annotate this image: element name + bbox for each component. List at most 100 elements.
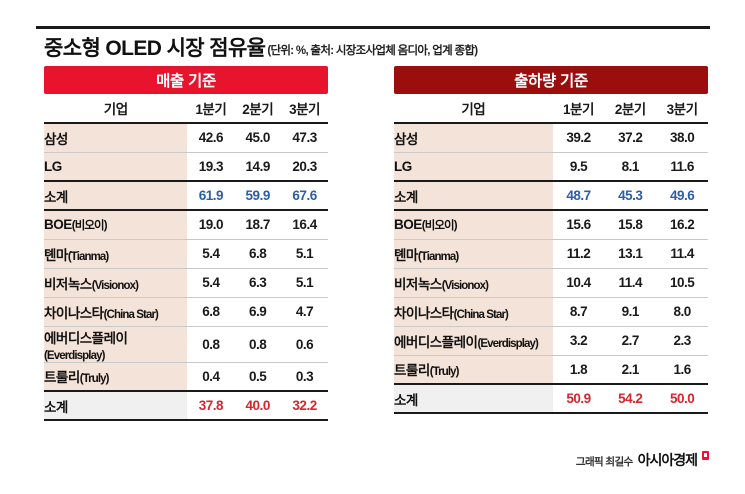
table-row: 에버디스플레이(Everdisplay) 3.2 2.7 2.3 — [394, 325, 708, 355]
cell-value-q1: 39.2 — [552, 122, 605, 152]
cell-value-q3: 5.1 — [281, 238, 328, 268]
column-header-q1: 1분기 — [187, 94, 235, 123]
table-row: 비저녹스(Visionox) 10.4 11.4 10.5 — [394, 267, 708, 297]
cell-company-name: LG — [394, 151, 553, 181]
cell-company-name: 톈마(Tianma) — [394, 238, 553, 268]
cell-value-q2: 13.1 — [604, 238, 657, 268]
column-header-q3: 3분기 — [656, 94, 708, 123]
table-row: 트룰리(Truly) 0.4 0.5 0.3 — [44, 361, 328, 391]
company-name-latin: (Visionox) — [441, 279, 489, 292]
tables-container: 매출 기준 기업 1분기 2분기 3분기 삼성 42.6 45.0 47.3 LG 19.… — [0, 66, 745, 421]
cell-value-q1: 8.7 — [552, 296, 605, 326]
table-body-shipment: 삼성 39.2 37.2 38.0 LG 9.5 8.1 11.6 소계 48.7 45.3 49.6… — [394, 122, 708, 414]
cell-value-q2: 54.2 — [604, 383, 657, 414]
cell-value-q2: 6.9 — [234, 296, 282, 326]
cell-value-q1: 5.4 — [187, 238, 235, 268]
cell-value-q2: 37.2 — [604, 122, 657, 152]
cell-value-q2: 11.4 — [604, 267, 657, 297]
cell-value-q2: 45.3 — [604, 180, 657, 211]
column-header-company: 기업 — [44, 94, 188, 123]
cell-value-q2: 2.1 — [604, 354, 657, 384]
company-name-latin: (Truly) — [429, 366, 460, 379]
cell-value-q3: 50.0 — [656, 383, 708, 414]
table-row: 톈마(Tianma) 5.4 6.8 5.1 — [44, 238, 328, 268]
cell-value-q2: 59.9 — [234, 180, 282, 211]
table-row: 차이나스타(China Star) 6.8 6.9 4.7 — [44, 296, 328, 326]
cell-value-q1: 5.4 — [187, 267, 235, 297]
company-name-latin: (Tianma) — [417, 250, 459, 263]
data-table-revenue: 기업 1분기 2분기 3분기 삼성 42.6 45.0 47.3 LG 19.3 14.9 2… — [44, 94, 328, 421]
cell-value-q3: 11.6 — [656, 151, 708, 181]
cell-company-name: 삼성 — [44, 122, 188, 152]
cell-value-q2: 0.8 — [234, 325, 282, 362]
column-header-company: 기업 — [394, 94, 553, 123]
cell-value-q1: 42.6 — [187, 122, 235, 152]
column-header-q3: 3분기 — [281, 94, 328, 123]
company-name-latin: (China Star) — [103, 308, 159, 321]
cell-value-q3: 38.0 — [656, 122, 708, 152]
cell-company-name: 트룰리(Truly) — [394, 354, 553, 384]
cell-value-q3: 0.3 — [281, 361, 328, 391]
cell-value-q1: 19.3 — [187, 151, 235, 181]
cell-value-q1: 0.4 — [187, 361, 235, 391]
cell-company-name: 삼성 — [394, 122, 553, 152]
table-row: 에버디스플레이(Everdisplay) 0.8 0.8 0.6 — [44, 325, 328, 362]
cell-value-q2: 45.0 — [234, 122, 282, 152]
cell-value-q1: 15.6 — [552, 209, 605, 239]
company-name-latin: (비오이) — [71, 219, 108, 232]
title-top-rule — [36, 26, 710, 29]
cell-company-name: BOE(비오이) — [44, 209, 188, 239]
table-row: 소계 48.7 45.3 49.6 — [394, 180, 708, 211]
table-panel-shipment: 출하량 기준 기업 1분기 2분기 3분기 삼성 39.2 37.2 38.0 LG 9.… — [372, 66, 744, 421]
cell-value-q3: 2.3 — [656, 325, 708, 355]
company-name-latin: (Visionox) — [91, 279, 139, 292]
cell-company-name: 에버디스플레이(Everdisplay) — [394, 325, 553, 355]
cell-value-q2: 9.1 — [604, 296, 657, 326]
cell-value-q2: 14.9 — [234, 151, 282, 181]
cell-value-q1: 0.8 — [187, 325, 235, 362]
cell-value-q3: 16.2 — [656, 209, 708, 239]
table-row: LG 9.5 8.1 11.6 — [394, 151, 708, 181]
cell-value-q1: 3.2 — [552, 325, 605, 355]
table-row: 소계 37.8 40.0 32.2 — [44, 390, 328, 421]
cell-value-q2: 6.3 — [234, 267, 282, 297]
cell-value-q1: 6.8 — [187, 296, 235, 326]
table-row: 톈마(Tianma) 11.2 13.1 11.4 — [394, 238, 708, 268]
table-row: BOE(비오이) 19.0 18.7 16.4 — [44, 209, 328, 239]
cell-value-q3: 11.4 — [656, 238, 708, 268]
company-name-latin: (Tianma) — [67, 250, 109, 263]
company-name-latin: (China Star) — [453, 308, 509, 321]
credit-author: 그래픽 최길수 — [575, 456, 633, 468]
table-row: 트룰리(Truly) 1.8 2.1 1.6 — [394, 354, 708, 384]
cell-value-q1: 48.7 — [552, 180, 605, 211]
cell-company-name: 소계 — [394, 383, 553, 414]
column-header-q2: 2분기 — [604, 94, 657, 123]
cell-value-q3: 67.6 — [281, 180, 328, 211]
company-name-latin: (Everdisplay) — [477, 337, 538, 350]
cell-value-q1: 61.9 — [187, 180, 235, 211]
table-row: LG 19.3 14.9 20.3 — [44, 151, 328, 181]
cell-value-q3: 49.6 — [656, 180, 708, 211]
table-row: 소계 61.9 59.9 67.6 — [44, 180, 328, 211]
table-row: 삼성 42.6 45.0 47.3 — [44, 122, 328, 152]
cell-value-q1: 19.0 — [187, 209, 235, 239]
cell-value-q3: 20.3 — [281, 151, 328, 181]
cell-value-q3: 8.0 — [656, 296, 708, 326]
title-main-text: 중소형 OLED 시장 점유율 — [44, 37, 266, 60]
table-panel-revenue: 매출 기준 기업 1분기 2분기 3분기 삼성 42.6 45.0 47.3 LG 19.… — [0, 66, 372, 421]
company-name-latin: (비오이) — [421, 219, 458, 232]
cell-value-q3: 47.3 — [281, 122, 328, 152]
cell-value-q2: 6.8 — [234, 238, 282, 268]
cell-company-name: 톈마(Tianma) — [44, 238, 188, 268]
cell-company-name: 비저녹스(Visionox) — [394, 267, 553, 297]
table-row: 차이나스타(China Star) 8.7 9.1 8.0 — [394, 296, 708, 326]
cell-value-q1: 11.2 — [552, 238, 605, 268]
column-header-q2: 2분기 — [234, 94, 282, 123]
cell-company-name: LG — [44, 151, 188, 181]
table-header-revenue: 매출 기준 — [44, 66, 328, 94]
company-name-latin: (Everdisplay) — [44, 349, 105, 362]
title-subtitle-text: (단위: %, 출처: 시장조사업체 옴디아, 업계 종합) — [267, 45, 478, 57]
cell-value-q1: 37.8 — [187, 390, 235, 421]
data-table-shipment: 기업 1분기 2분기 3분기 삼성 39.2 37.2 38.0 LG 9.5 8.1 11.… — [394, 94, 708, 414]
column-header-row: 기업 1분기 2분기 3분기 — [44, 94, 328, 123]
